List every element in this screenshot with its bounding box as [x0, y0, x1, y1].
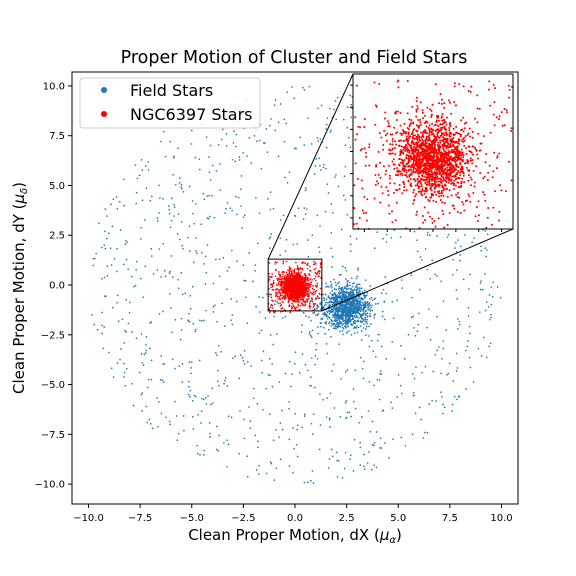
- x-tick-label: −7.5: [128, 513, 152, 524]
- y-tick-label: 2.5: [49, 231, 65, 242]
- y-tick-label: −7.5: [41, 430, 65, 441]
- x-tick-label: 7.5: [442, 513, 458, 524]
- y-axis: −10.0 −7.5 −5.0 −2.5 0.0 2.5 5.0 7.5 10.0: [34, 81, 72, 491]
- inset-points: [352, 79, 514, 230]
- series-ngc6397-stars-points: [267, 260, 323, 314]
- y-tick-label: −10.0: [34, 480, 65, 491]
- x-tick-label: 0.0: [287, 513, 303, 524]
- x-tick-label: 10.0: [490, 513, 512, 524]
- zoom-connectors: [267, 73, 514, 312]
- x-tick-label: 2.5: [339, 513, 355, 524]
- main-points: [91, 85, 502, 484]
- zoom-connector-line: [267, 73, 354, 260]
- x-tick-label: −10.0: [73, 513, 104, 524]
- x-tick-label: 5.0: [390, 513, 406, 524]
- inset-frame: [352, 73, 514, 230]
- legend-label-cluster-stars: NGC6397 Stars: [130, 105, 253, 124]
- legend-box: [79, 77, 261, 129]
- y-tick-label: −5.0: [41, 380, 65, 391]
- x-axis-label-text: Clean Proper Motion, dX (: [188, 526, 380, 544]
- x-axis-label: Clean Proper Motion, dX (μα): [188, 526, 402, 546]
- legend-marker-field-stars: [101, 87, 107, 93]
- zoom-connector-line: [321, 228, 514, 312]
- x-tick-label: −2.5: [231, 513, 255, 524]
- legend-label-field-stars: Field Stars: [130, 81, 213, 100]
- inset-series-ngc6397-stars-points: [352, 79, 514, 230]
- x-axis-label-symbol: μ: [379, 526, 390, 544]
- y-tick-label: 7.5: [49, 131, 65, 142]
- y-axis-label-text: Clean Proper Motion, dY (: [10, 204, 28, 395]
- y-tick-label: 5.0: [49, 181, 65, 192]
- y-tick-label: 10.0: [43, 81, 65, 92]
- x-axis-label-close: ): [396, 526, 402, 544]
- zoom-box: [267, 258, 323, 312]
- inset-plot: [350, 73, 514, 232]
- y-axis-label-close: ): [10, 182, 28, 188]
- y-tick-label: 0.0: [49, 281, 65, 292]
- y-tick-label: −2.5: [41, 330, 65, 341]
- y-axis-label-subscript: δ: [19, 188, 30, 194]
- legend: Field Stars NGC6397 Stars: [79, 77, 261, 129]
- legend-marker-cluster-stars: [101, 111, 107, 117]
- y-axis-label: Clean Proper Motion, dY (μδ): [10, 182, 30, 394]
- x-axis-label-subscript: α: [389, 535, 396, 546]
- y-axis-label-symbol: μ: [10, 194, 28, 205]
- chart-title: Proper Motion of Cluster and Field Stars: [121, 48, 468, 68]
- x-axis: −10.0 −7.5 −5.0 −2.5 0.0 2.5 5.0 7.5 10.0: [73, 504, 513, 524]
- x-tick-label: −5.0: [180, 513, 204, 524]
